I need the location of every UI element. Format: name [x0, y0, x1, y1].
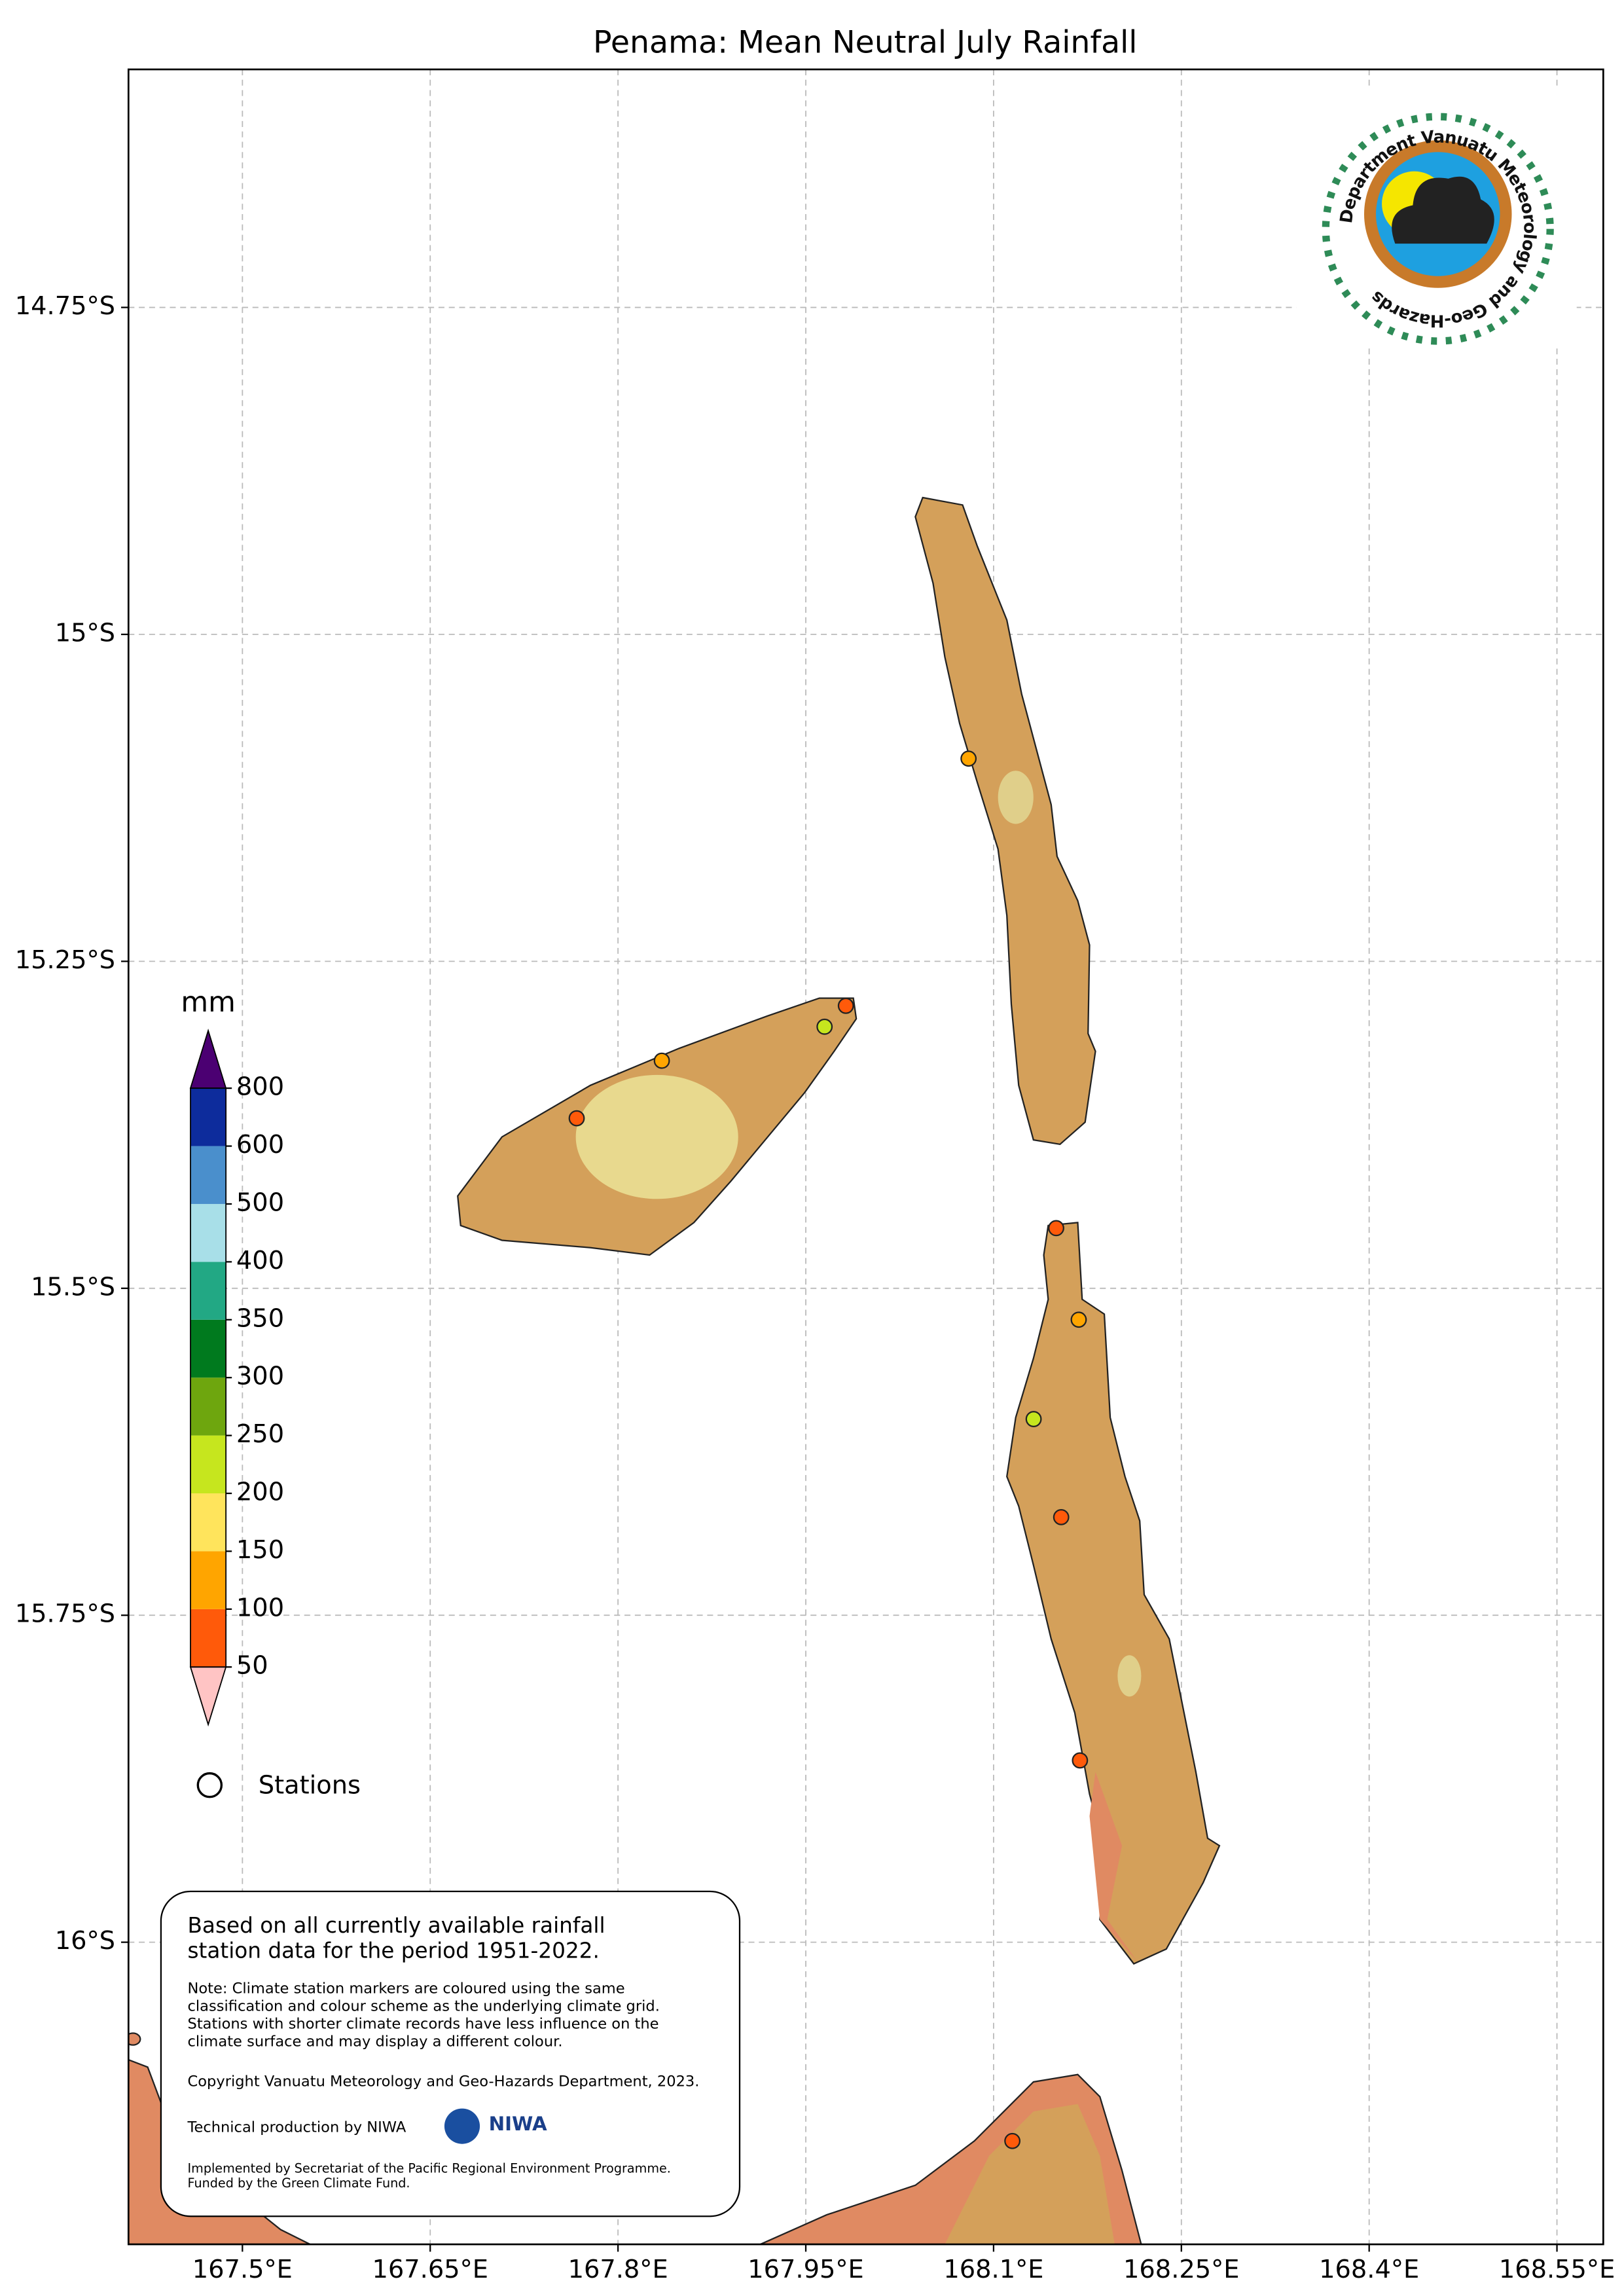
note-detail: Note: Climate station markers are colour…: [188, 1980, 625, 1997]
note-main: station data for the period 1951-2022.: [188, 1939, 600, 1963]
niwa-logo: NIWA: [444, 2108, 547, 2144]
island-maewo: [914, 496, 1096, 1146]
map-title: Penama: Mean Neutral July Rainfall: [593, 25, 1137, 61]
niwa-text: NIWA: [489, 2113, 547, 2135]
stations-legend-marker: [196, 1772, 223, 1798]
x-tick-label: 168.55°E: [1499, 2255, 1615, 2284]
logo: Department Vanuatu Meteorology and Geo-H…: [1296, 85, 1577, 349]
x-tick-label: 167.5°E: [192, 2255, 293, 2284]
station-marker: [960, 750, 977, 767]
note-funding: Funded by the Green Climate Fund.: [188, 2176, 410, 2191]
note-production: Technical production by NIWA: [187, 2119, 406, 2136]
colorbar-segment: [190, 1262, 226, 1320]
colorbar-segment: [190, 1088, 226, 1146]
colorbar-segment: [190, 1493, 226, 1552]
colorbar-tick-label: 500: [236, 1188, 284, 1217]
station-marker: [1053, 1508, 1070, 1525]
colorbar-label: mm: [181, 986, 235, 1019]
y-tick-label: 15.75°S: [15, 1599, 115, 1629]
colorbar-tick-label: 400: [236, 1246, 284, 1275]
colorbar-tick-label: 800: [236, 1072, 284, 1102]
colorbar-segment: [190, 1609, 226, 1667]
land: [128, 496, 1221, 2245]
station-marker: [837, 997, 854, 1014]
note-copyright: Copyright Vanuatu Meteorology and Geo-Ha…: [188, 2073, 700, 2090]
island-pentecost: [1006, 1222, 1221, 1965]
map-frame: [127, 68, 1604, 2246]
station-marker: [1004, 2132, 1020, 2149]
colorbar-tick-label: 200: [236, 1478, 284, 1507]
colorbar-segment: [190, 1377, 226, 1436]
note-funding: Implemented by Secretariat of the Pacifi…: [188, 2161, 671, 2176]
x-tick-label: 168.25°E: [1123, 2255, 1240, 2284]
islet: [128, 2032, 141, 2046]
station-marker: [1070, 1311, 1087, 1328]
stations-legend-label: Stations: [259, 1770, 361, 1800]
colorbar-tick-label: 350: [236, 1303, 284, 1333]
highland: [1117, 1655, 1142, 1697]
station-marker: [568, 1110, 585, 1127]
x-tick-label: 168.4°E: [1319, 2255, 1419, 2284]
y-tick-label: 16°S: [55, 1926, 115, 1956]
logo-wreath: [1322, 113, 1554, 345]
colorbar-tick-label: 150: [236, 1535, 284, 1565]
note-detail: classification and colour scheme as the …: [188, 1997, 660, 2014]
logo-cloud: [1392, 176, 1494, 244]
note-box: [160, 1890, 741, 2217]
y-tick-label: 14.75°S: [15, 291, 115, 321]
station-marker: [1048, 1220, 1064, 1237]
station-marker: [1025, 1411, 1042, 1427]
colorbar-tick-label: 50: [236, 1651, 268, 1681]
station-marker: [653, 1052, 670, 1069]
colorbar-segment: [190, 1319, 226, 1378]
x-tick-label: 168.1°E: [943, 2255, 1043, 2284]
y-tick-label: 15.25°S: [15, 945, 115, 975]
colorbar-tick-label: 300: [236, 1362, 284, 1391]
colorbar-tick-label: 100: [236, 1593, 284, 1622]
colorbar-segment: [190, 1435, 226, 1494]
colorbar-segment: [190, 1146, 226, 1204]
y-tick-label: 15.5°S: [31, 1272, 115, 1302]
island-ambrym-inner: [945, 2104, 1115, 2245]
highland: [998, 771, 1034, 824]
note-detail: climate surface and may display a differ…: [188, 2033, 563, 2050]
x-tick-label: 167.65°E: [372, 2255, 488, 2284]
colorbar-tick-label: 600: [236, 1130, 284, 1159]
station-marker: [816, 1018, 833, 1035]
colorbar-segment: [190, 1551, 226, 1609]
note-main: Based on all currently available rainfal…: [188, 1913, 605, 1938]
x-tick-label: 167.8°E: [568, 2255, 668, 2284]
coast: [1089, 1772, 1137, 1961]
station-marker: [1072, 1752, 1089, 1769]
x-tick-label: 167.95°E: [748, 2255, 864, 2284]
highland: [575, 1074, 738, 1199]
niwa-emblem: [444, 2108, 480, 2144]
colorbar-tick-label: 250: [236, 1419, 284, 1449]
colorbar-segment: [190, 1203, 226, 1262]
y-tick-label: 15°S: [55, 618, 115, 647]
note-detail: Stations with shorter climate records ha…: [188, 2016, 659, 2033]
